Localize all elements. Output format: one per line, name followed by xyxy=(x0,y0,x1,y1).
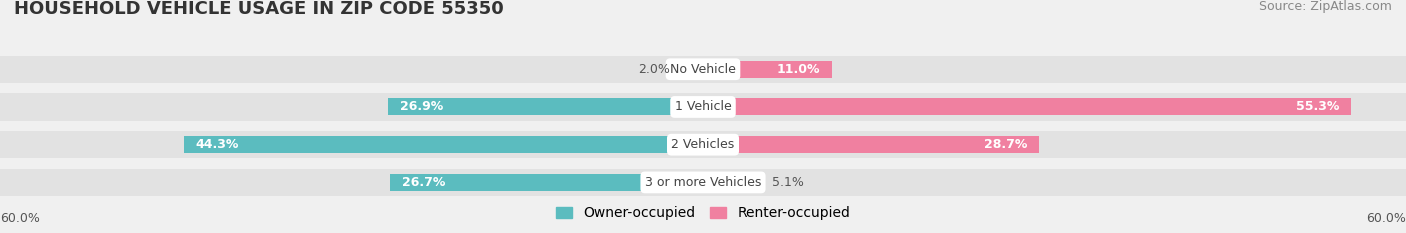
Text: Source: ZipAtlas.com: Source: ZipAtlas.com xyxy=(1258,0,1392,13)
Text: 2.0%: 2.0% xyxy=(638,63,671,76)
Bar xyxy=(0,93,1406,120)
Text: HOUSEHOLD VEHICLE USAGE IN ZIP CODE 55350: HOUSEHOLD VEHICLE USAGE IN ZIP CODE 5535… xyxy=(14,0,503,18)
Bar xyxy=(0,131,1406,158)
Bar xyxy=(703,99,1351,115)
Bar xyxy=(184,136,703,153)
Bar xyxy=(0,169,1406,196)
Text: 1 Vehicle: 1 Vehicle xyxy=(675,100,731,113)
Text: 26.9%: 26.9% xyxy=(399,100,443,113)
Text: No Vehicle: No Vehicle xyxy=(671,63,735,76)
Bar xyxy=(0,56,1406,83)
Legend: Owner-occupied, Renter-occupied: Owner-occupied, Renter-occupied xyxy=(550,201,856,226)
Text: 11.0%: 11.0% xyxy=(776,63,820,76)
Text: 2 Vehicles: 2 Vehicles xyxy=(672,138,734,151)
Text: 3 or more Vehicles: 3 or more Vehicles xyxy=(645,176,761,189)
Text: 26.7%: 26.7% xyxy=(402,176,446,189)
Text: 55.3%: 55.3% xyxy=(1296,100,1339,113)
Bar xyxy=(388,99,703,115)
Text: 5.1%: 5.1% xyxy=(772,176,804,189)
Bar xyxy=(703,136,1039,153)
Text: 60.0%: 60.0% xyxy=(0,212,39,225)
Text: 28.7%: 28.7% xyxy=(984,138,1028,151)
Bar xyxy=(679,61,703,78)
Bar xyxy=(703,174,762,191)
Text: 44.3%: 44.3% xyxy=(195,138,239,151)
Bar xyxy=(703,61,832,78)
Bar xyxy=(391,174,703,191)
Text: 60.0%: 60.0% xyxy=(1367,212,1406,225)
